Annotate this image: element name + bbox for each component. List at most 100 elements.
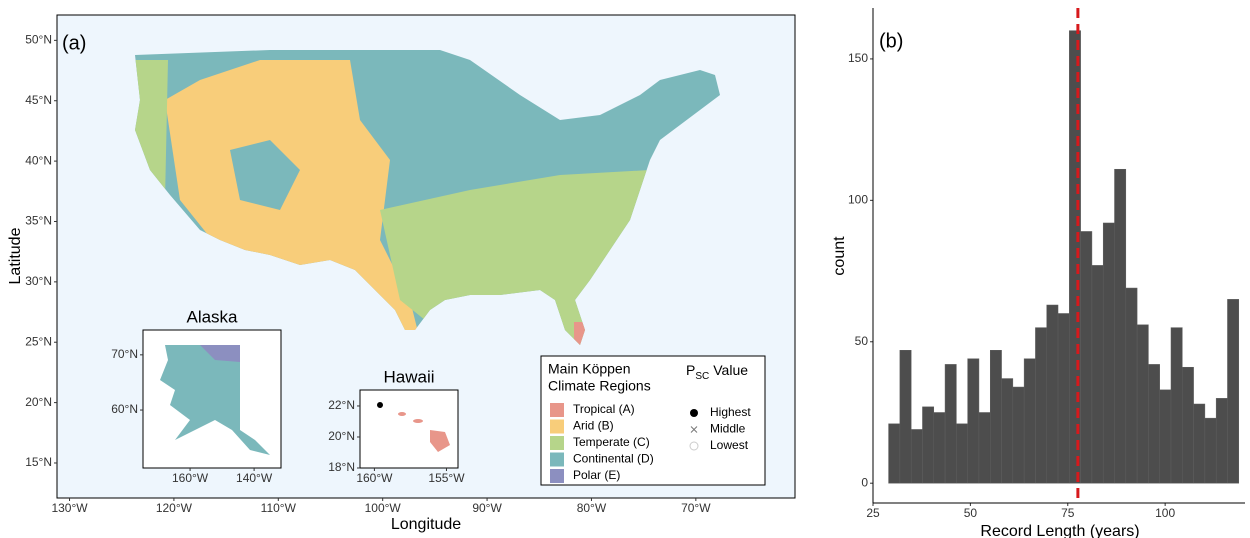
x-tick-label: 25	[866, 506, 880, 520]
bar	[910, 429, 923, 484]
legend-label: Lowest	[710, 438, 749, 452]
bar	[1159, 389, 1172, 484]
legend-label: Middle	[710, 422, 746, 436]
inset-title: Hawaii	[383, 367, 434, 386]
psc-base: P	[686, 362, 695, 378]
y-tick-label: 70°N	[111, 347, 138, 361]
legend-swatch	[550, 403, 564, 417]
y-tick-label: 20°N	[328, 429, 355, 443]
y-tick-label: 0	[861, 475, 868, 489]
hawaii-island	[413, 419, 423, 423]
legend-label: Highest	[710, 405, 751, 419]
inset-title: Alaska	[186, 307, 238, 326]
y-tick-label: 18°N	[328, 460, 355, 474]
bar	[944, 364, 957, 484]
x-tick-label: 120°W	[156, 501, 193, 515]
psc-rest: Value	[713, 362, 748, 378]
bar	[967, 358, 980, 484]
y-tick-label: 30°N	[25, 274, 52, 288]
bar	[1114, 168, 1127, 484]
bar	[1204, 417, 1217, 484]
bar	[1193, 403, 1206, 484]
legend-label: Tropical (A)	[573, 402, 635, 416]
legend-marker	[690, 426, 698, 433]
psc-sub: SC	[695, 371, 709, 382]
bar	[1136, 324, 1149, 484]
x-tick-label: 130°W	[51, 501, 88, 515]
legend-swatch	[550, 436, 564, 450]
legend-marker	[689, 441, 699, 451]
x-tick-label: 100°W	[365, 501, 402, 515]
legend-box	[540, 355, 766, 486]
bar	[1215, 398, 1228, 484]
legend-title: PSC Value	[686, 362, 748, 382]
bar	[1046, 304, 1059, 484]
x-tick-label: 100	[1155, 506, 1175, 520]
bar	[888, 423, 901, 484]
y-tick-label: 150	[848, 51, 868, 65]
y-axis-label: count	[831, 236, 848, 276]
legend-marker	[690, 409, 698, 417]
y-tick-label: 40°N	[25, 153, 52, 167]
region-continental	[230, 140, 300, 210]
y-tick-label: 100	[848, 193, 868, 207]
x-axis-label: Record Length (years)	[980, 523, 1139, 538]
legend-title: Main Köppen	[548, 361, 631, 377]
x-tick-label: 110°W	[261, 501, 297, 515]
y-tick-label: 50	[855, 334, 869, 348]
legend-label: Polar (E)	[573, 468, 620, 482]
y-tick-label: 50°N	[25, 33, 52, 47]
bar	[1023, 358, 1036, 484]
bar	[1035, 327, 1047, 484]
x-tick-label: 155°W	[428, 471, 465, 485]
y-tick-label: 45°N	[25, 93, 52, 107]
bar	[978, 412, 991, 484]
bar	[922, 406, 935, 484]
legend-swatch	[550, 469, 564, 483]
y-tick-label: 20°N	[25, 395, 52, 409]
alaska-polar	[200, 345, 240, 362]
bar	[1057, 313, 1070, 484]
y-tick-label: 35°N	[25, 214, 52, 228]
x-tick-label: 160°W	[356, 471, 393, 485]
bar	[933, 412, 946, 484]
bar	[1182, 366, 1194, 484]
x-tick-label: 90°W	[472, 501, 502, 515]
y-tick-label: 22°N	[328, 398, 355, 412]
panel-label: (a)	[62, 32, 86, 54]
y-tick-label: 15°N	[25, 455, 52, 469]
y-tick-label: 25°N	[25, 334, 52, 348]
legend-swatch	[550, 419, 564, 434]
bar	[1148, 364, 1160, 484]
bar	[1125, 287, 1138, 484]
y-axis-label: Latitude	[7, 227, 24, 284]
bar	[1227, 299, 1240, 484]
region-arid	[165, 60, 420, 340]
x-tick-label: 160°W	[172, 471, 209, 485]
legend-label: Temperate (C)	[573, 435, 650, 449]
bar	[1170, 327, 1183, 484]
x-axis-label: Longitude	[391, 516, 461, 533]
bar	[1091, 265, 1104, 484]
hawaii-island	[430, 430, 450, 452]
legend-title: Climate Regions	[548, 378, 651, 394]
panel-label: (b)	[879, 30, 903, 52]
x-tick-label: 80°W	[577, 501, 607, 515]
legend-swatch	[550, 452, 564, 467]
legend-label: Arid (B)	[573, 419, 614, 433]
x-tick-label: 75	[1061, 506, 1075, 520]
hawaii-island	[398, 412, 406, 416]
bar	[1012, 386, 1025, 484]
bar	[989, 350, 1002, 484]
bar	[1001, 378, 1014, 484]
y-tick-label: 60°N	[111, 402, 138, 416]
bar	[1080, 231, 1093, 484]
bar	[899, 350, 912, 484]
x-tick-label: 50	[964, 506, 978, 520]
hawaii-inset	[359, 389, 459, 469]
hawaii-island	[377, 402, 383, 408]
bar	[956, 423, 968, 484]
x-tick-label: 140°W	[236, 471, 273, 485]
